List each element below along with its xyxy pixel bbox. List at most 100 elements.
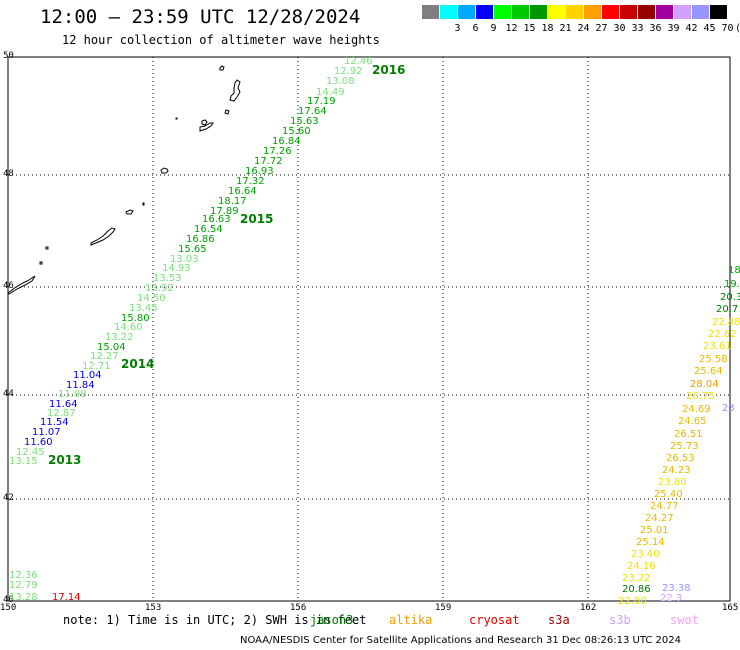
legend-unit: (ft) xyxy=(732,23,740,34)
lon-tick-label: 165 xyxy=(722,603,739,613)
track-value-label: 20.86 xyxy=(622,584,651,595)
track-value-label: 11.04 xyxy=(73,370,102,381)
island-8 xyxy=(125,209,134,215)
lat-tick-label: 48 xyxy=(3,169,14,179)
lat-tick-label: 40 xyxy=(3,595,14,605)
lon-tick-label: 153 xyxy=(145,603,162,613)
mission-legend-item: s3b xyxy=(609,613,631,627)
track-value-label: 23.80 xyxy=(658,477,687,488)
track-value-label: 13.92 xyxy=(145,283,174,294)
island-2 xyxy=(229,79,241,102)
track-value-label: 23.22 xyxy=(622,573,651,584)
track-value-label: 25.73 xyxy=(670,441,699,452)
legend-swatch xyxy=(566,5,583,19)
track-value-label: 12.36 xyxy=(9,570,38,581)
track-value-label: 23.61 xyxy=(703,341,732,352)
track-value-label: 15.63 xyxy=(290,116,319,127)
legend-label: 27 xyxy=(595,23,608,34)
track-value-label: 12.46 xyxy=(344,56,373,67)
track-value-label: 14.60 xyxy=(114,322,143,333)
track-value-label: 13.53 xyxy=(153,273,182,284)
track-value-label: 17.26 xyxy=(263,146,292,157)
track-value-label: 26.53 xyxy=(666,453,695,464)
cycle-number-label: 2016 xyxy=(372,63,406,77)
cycle-number-label: 2015 xyxy=(240,212,274,226)
island-10 xyxy=(45,246,49,250)
track-value-label: 14.50 xyxy=(137,293,166,304)
track-value-label: 16.63 xyxy=(202,214,231,225)
lon-tick-label: 159 xyxy=(435,603,452,613)
legend-swatch xyxy=(422,5,439,19)
legend-label: 15 xyxy=(523,23,536,34)
track-value-label: 22.88 xyxy=(712,317,740,328)
mission-legend-item: s3a xyxy=(548,613,570,627)
legend-swatch xyxy=(602,5,619,19)
map-subtitle: 12 hour collection of altimeter wave hei… xyxy=(62,33,380,47)
legend-label: 33 xyxy=(631,23,644,34)
track-value-label: 13.45 xyxy=(129,303,158,314)
legend-label: 36 xyxy=(649,23,662,34)
island-1 xyxy=(219,65,225,71)
legend-swatch xyxy=(476,5,493,19)
lat-tick-label: 46 xyxy=(3,281,14,291)
legend-label: 39 xyxy=(667,23,680,34)
track-value-label: 24.77 xyxy=(650,501,679,512)
track-value-label: 15.60 xyxy=(282,126,311,137)
track-value-label: 15.65 xyxy=(178,244,207,255)
track-value-label: 12.87 xyxy=(47,408,76,419)
legend-swatch xyxy=(674,5,691,19)
legend-swatch xyxy=(512,5,529,19)
track-value-label: 12.27 xyxy=(90,351,119,362)
track-value-label: 12.79 xyxy=(9,580,38,591)
lat-tick-label: 44 xyxy=(3,389,14,399)
cycle-number-label: 2014 xyxy=(121,357,155,371)
mission-legend-item: swot xyxy=(670,613,699,627)
track-value-label: 16.86 xyxy=(186,234,215,245)
island-4 xyxy=(199,119,214,132)
legend-label: 18 xyxy=(541,23,554,34)
track-value-label: 13.22 xyxy=(105,332,134,343)
island-3 xyxy=(224,109,230,115)
track-value-label: 16.64 xyxy=(228,186,257,197)
island-6 xyxy=(160,167,169,174)
legend-label: 3 xyxy=(454,23,461,34)
island-9 xyxy=(90,227,116,246)
legend-swatch xyxy=(584,5,601,19)
track-value-label: 12.71 xyxy=(82,361,111,372)
track-value-label: 24.69 xyxy=(682,404,711,415)
lat-tick-label: 50 xyxy=(3,51,14,61)
legend-swatch xyxy=(458,5,475,19)
lon-tick-label: 162 xyxy=(580,603,597,613)
map-title: 12:00 – 23:59 UTC 12/28/2024 xyxy=(40,6,361,28)
graticule xyxy=(8,57,730,601)
cycle-number-label: 2013 xyxy=(48,453,82,467)
legend-swatch xyxy=(710,5,727,19)
legend-swatch xyxy=(638,5,655,19)
track-value-label: 18 xyxy=(728,265,740,276)
lon-tick-label: 150 xyxy=(0,603,17,613)
track-value-label: 11.98 xyxy=(58,389,87,400)
mission-legend-item: jason3 xyxy=(310,613,354,627)
legend-swatch xyxy=(494,5,511,19)
track-value-label: 12.45 xyxy=(16,447,45,458)
legend-label: 24 xyxy=(577,23,590,34)
track-value-label: 16.84 xyxy=(272,136,301,147)
legend-label: 12 xyxy=(505,23,518,34)
track-value-label: 25.64 xyxy=(694,366,723,377)
track-value-label: 19. xyxy=(724,279,740,290)
legend-label: 30 xyxy=(613,23,626,34)
island-5 xyxy=(175,117,178,120)
track-value-label: 26.75 xyxy=(686,391,715,402)
track-value-label: 11.54 xyxy=(40,417,69,428)
track-value-label: 22.62 xyxy=(708,329,737,340)
track-value-label: 11.64 xyxy=(49,399,78,410)
track-value-label: 13.08 xyxy=(326,76,355,87)
track-value-label: 22.3 xyxy=(660,593,683,604)
legend-swatch xyxy=(530,5,547,19)
track-value-label: 14.49 xyxy=(316,87,345,98)
legend-label: 70 xyxy=(721,23,734,34)
track-value-label: 15.04 xyxy=(97,342,126,353)
track-value-label: 20.7 xyxy=(716,304,739,315)
track-value-label: 11.60 xyxy=(24,437,53,448)
